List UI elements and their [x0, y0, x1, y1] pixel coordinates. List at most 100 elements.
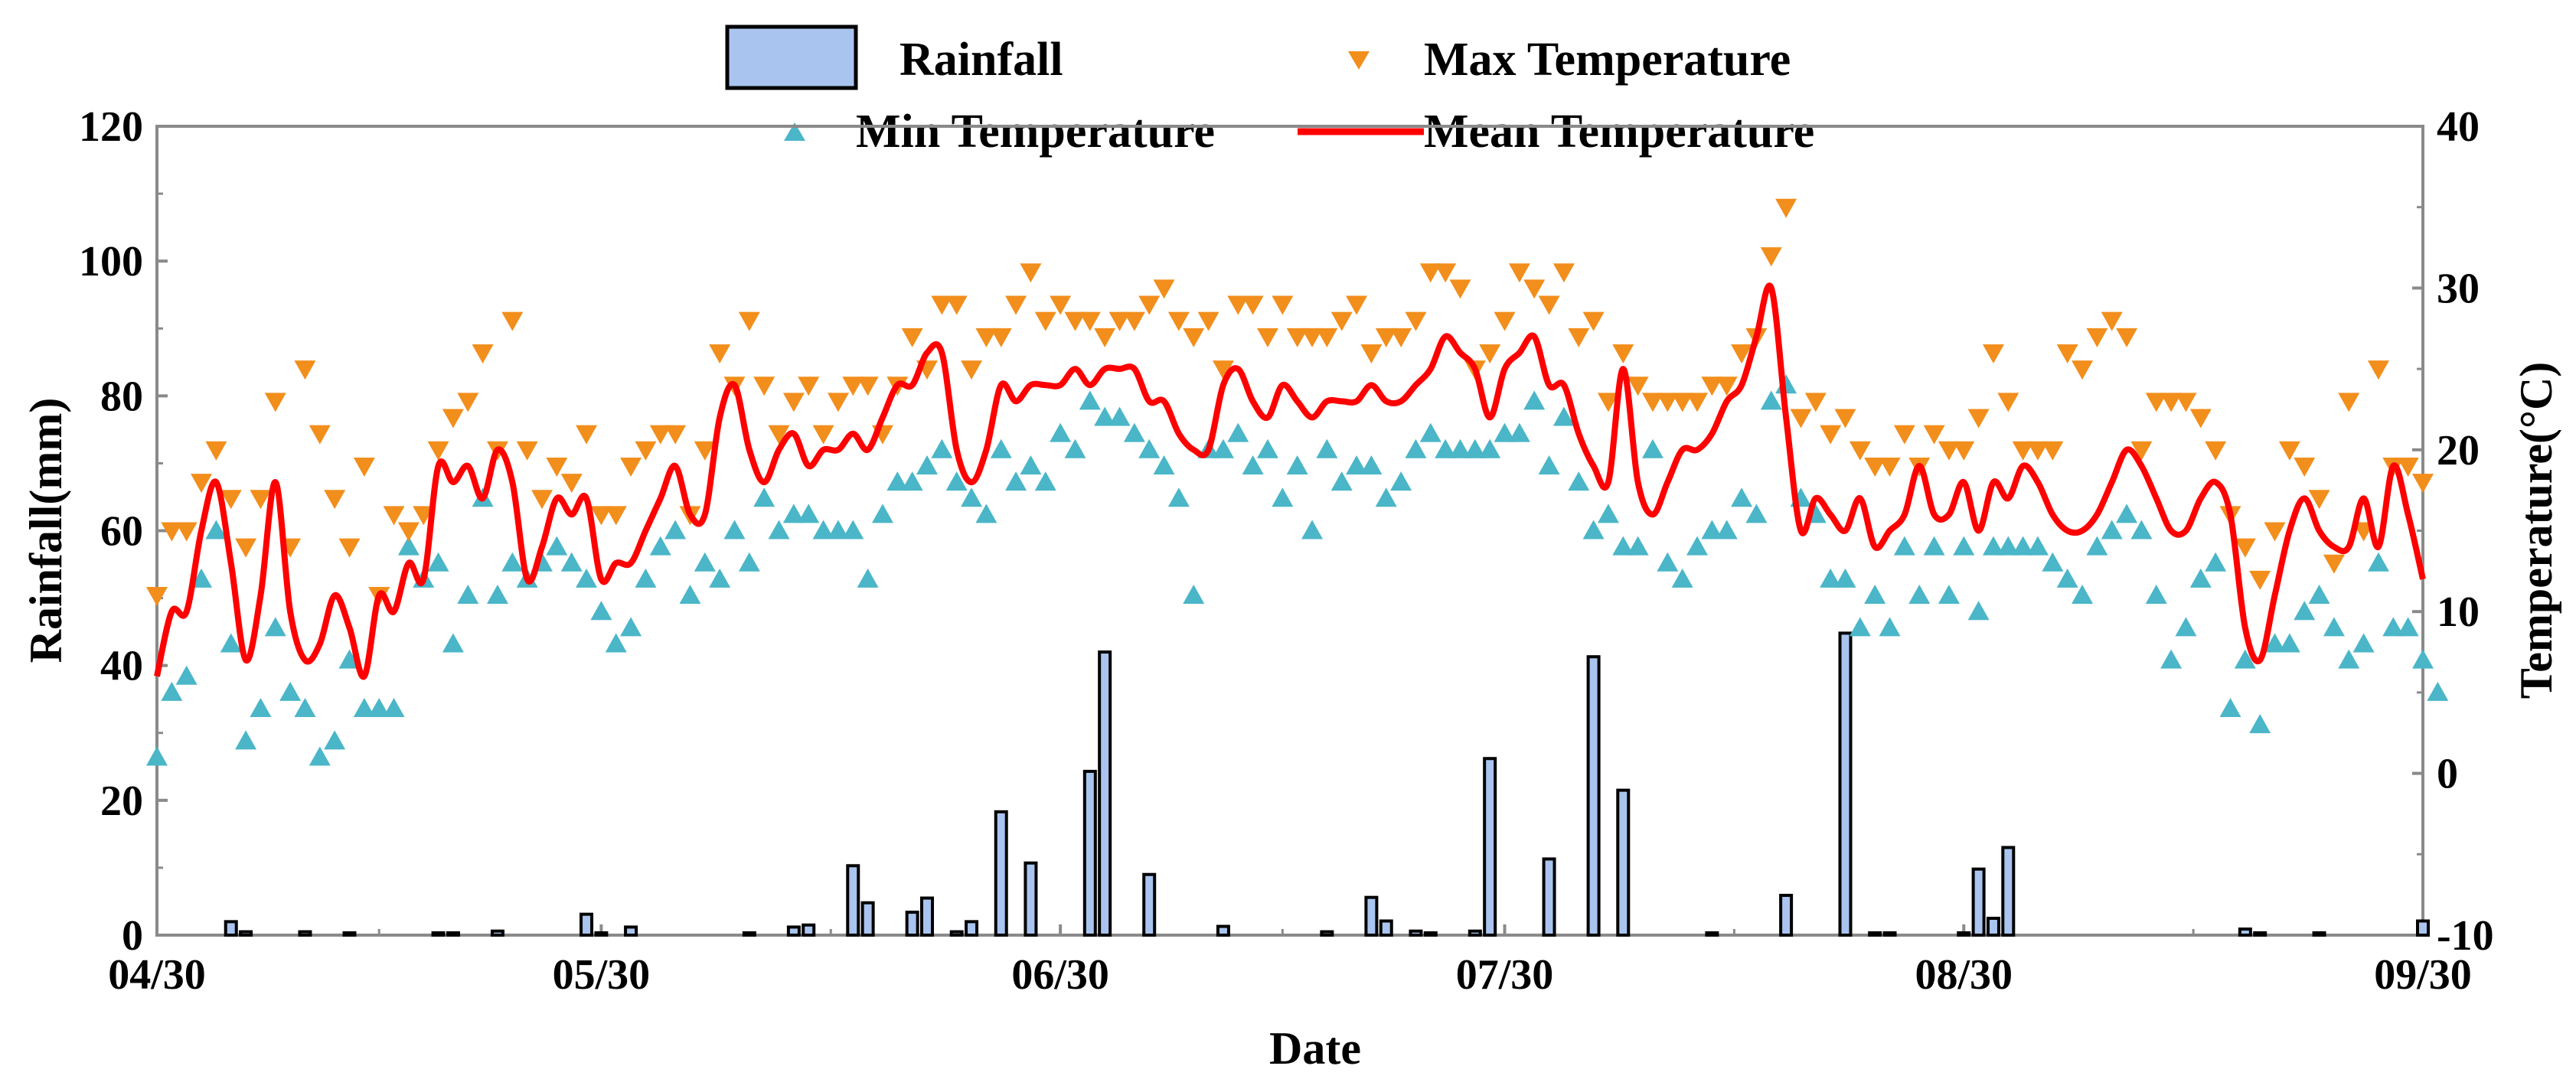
min-temperature-marker	[2219, 698, 2241, 718]
max-temperature-marker	[1893, 425, 1915, 445]
min-temperature-marker	[886, 471, 909, 491]
rainfall-bar	[1542, 857, 1556, 937]
min-temperature-marker	[871, 504, 893, 523]
min-temperature-marker	[2323, 617, 2345, 637]
min-temperature-marker	[1597, 504, 1619, 523]
max-temperature-marker	[1375, 328, 1397, 347]
min-temperature-marker	[1316, 438, 1338, 458]
legend-swatch-rainfall	[725, 24, 858, 90]
rainfall-bar	[624, 925, 638, 937]
max-temperature-marker	[413, 506, 435, 526]
max-temperature-marker	[1523, 279, 1546, 299]
min-temperature-marker	[709, 568, 731, 588]
rainfall-bar	[1616, 788, 1631, 937]
max-temperature-marker	[546, 457, 568, 477]
min-temperature-marker	[1449, 438, 1471, 458]
min-temperature-marker	[2101, 520, 2123, 540]
min-temperature-marker	[723, 520, 746, 540]
max-temperature-marker	[2130, 441, 2153, 461]
max-temperature-marker	[664, 425, 687, 445]
max-temperature-marker	[294, 360, 316, 380]
max-temperature-marker	[1272, 295, 1294, 315]
min-temperature-marker	[842, 520, 864, 540]
min-temperature-marker	[2338, 649, 2360, 669]
x-tick-label: 09/30	[2374, 951, 2472, 999]
min-temperature-marker	[1405, 438, 1427, 458]
max-temperature-series	[146, 198, 2434, 607]
min-temperature-marker	[324, 730, 346, 750]
min-temperature-marker	[1301, 520, 1324, 540]
max-temperature-marker	[1360, 344, 1383, 363]
min-temperature-marker	[2026, 536, 2049, 556]
min-temperature-marker	[486, 585, 508, 605]
min-temperature-marker	[753, 487, 775, 507]
min-temperature-marker	[353, 698, 375, 718]
min-temperature-marker	[250, 698, 272, 718]
max-temperature-marker	[397, 522, 420, 542]
max-temperature-marker	[531, 490, 553, 510]
min-temperature-marker	[827, 520, 849, 540]
min-temperature-marker	[2397, 617, 2419, 637]
min-temperature-marker	[294, 698, 316, 718]
max-temperature-marker	[1820, 425, 1842, 445]
max-temperature-marker	[2175, 393, 2197, 412]
y-tick-left-label: 100	[79, 238, 143, 285]
max-temperature-marker	[1967, 409, 1990, 429]
min-temperature-marker	[397, 536, 420, 556]
rainfall-bar	[2253, 931, 2267, 937]
min-temperature-marker	[2130, 520, 2153, 540]
min-temperature-marker	[2294, 601, 2316, 621]
max-temperature-marker	[2072, 360, 2094, 380]
max-temperature-marker	[1123, 311, 1145, 331]
min-temperature-marker	[1745, 504, 1768, 523]
max-temperature-marker	[1419, 263, 1441, 283]
min-temperature-marker	[1464, 438, 1486, 458]
min-temperature-marker	[857, 568, 879, 588]
max-temperature-marker	[961, 360, 983, 380]
min-temperature-marker	[1256, 438, 1278, 458]
max-temperature-marker	[694, 441, 716, 461]
y-tick-right-label: 20	[2437, 427, 2480, 474]
min-temperature-marker	[2352, 633, 2375, 653]
min-temperature-marker	[2175, 617, 2197, 637]
min-temperature-marker	[1094, 406, 1116, 426]
min-temperature-marker	[1419, 422, 1441, 442]
max-temperature-marker	[931, 295, 953, 315]
min-temperature-marker	[442, 633, 464, 653]
min-temperature-marker	[205, 520, 227, 540]
max-temperature-marker	[2026, 441, 2049, 461]
min-temperature-marker	[1893, 536, 1915, 556]
min-temperature-marker	[605, 633, 627, 653]
max-temperature-marker	[1286, 328, 1308, 347]
min-temperature-marker	[1967, 601, 1990, 621]
max-temperature-marker	[1005, 295, 1027, 315]
min-temperature-marker	[1108, 406, 1131, 426]
max-temperature-marker	[1079, 311, 1101, 331]
max-temperature-marker	[605, 506, 627, 526]
min-temperature-series	[146, 374, 2449, 766]
max-temperature-marker	[2042, 441, 2064, 461]
max-temperature-marker	[1435, 263, 1457, 283]
max-temperature-marker	[1627, 377, 1649, 396]
x-tick-label: 06/30	[1011, 951, 1109, 999]
min-temperature-marker	[1330, 471, 1353, 491]
max-temperature-marker	[590, 506, 612, 526]
max-temperature-marker	[2264, 522, 2286, 542]
legend-marker-min	[784, 122, 805, 141]
y-tick-left-label: 40	[100, 643, 143, 690]
rainfall-bar	[446, 931, 460, 937]
max-temperature-marker	[1552, 263, 1575, 283]
rainfall-bar	[594, 931, 609, 937]
max-temperature-marker	[1716, 377, 1738, 396]
rainfall-bar	[1379, 919, 1393, 937]
min-temperature-marker	[679, 585, 701, 605]
max-temperature-marker	[2012, 441, 2034, 461]
rainfall-bar	[965, 920, 979, 937]
y-tick-right-label: -10	[2437, 912, 2494, 960]
max-temperature-marker	[1568, 328, 1590, 347]
min-temperature-marker	[368, 698, 390, 718]
max-temperature-marker	[1982, 344, 2004, 363]
min-temperature-marker	[620, 617, 642, 637]
min-temperature-marker	[1834, 568, 1856, 588]
max-temperature-marker	[501, 311, 524, 331]
